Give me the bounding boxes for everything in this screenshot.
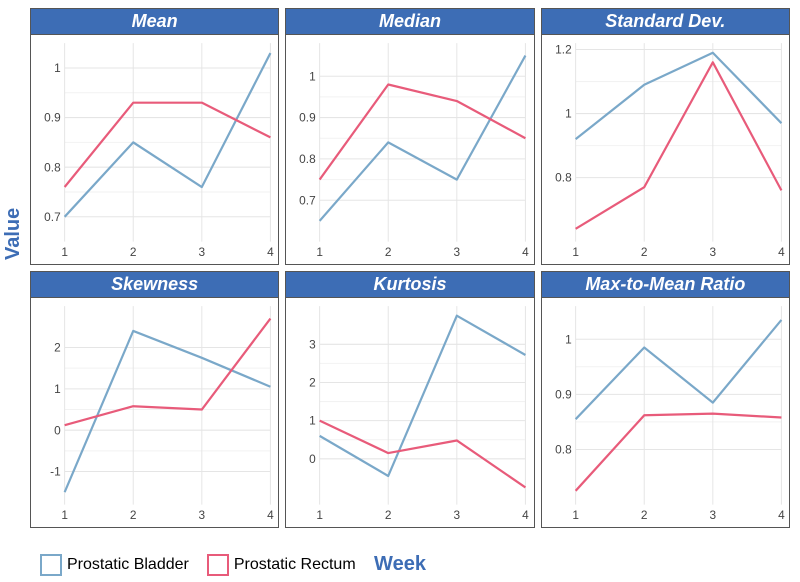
svg-text:2: 2 [130, 508, 137, 522]
svg-text:-1: -1 [50, 464, 61, 478]
chart-panel: Mean 0.7 0.8 0.9 1 1 2 3 4 [30, 8, 279, 265]
svg-text:2: 2 [309, 375, 316, 389]
chart-panel: Kurtosis 0 1 2 3 1 2 3 4 [285, 271, 534, 528]
svg-text:2: 2 [641, 245, 648, 259]
panel-grid: Mean0.70.80.911234Median0.70.80.911234St… [30, 8, 790, 528]
svg-text:3: 3 [454, 245, 461, 259]
svg-text:1: 1 [54, 382, 61, 396]
svg-text:0: 0 [309, 452, 316, 466]
svg-text:2: 2 [385, 508, 392, 522]
svg-text:2: 2 [54, 340, 61, 354]
plot-area: 0.7 0.8 0.9 1 1 2 3 4 [286, 35, 533, 264]
chart-panel: Max-to-Mean Ratio 0.8 0.9 1 1 2 3 4 [541, 271, 790, 528]
svg-text:0.7: 0.7 [44, 210, 61, 224]
svg-text:0.8: 0.8 [555, 171, 572, 185]
svg-text:1: 1 [309, 414, 316, 428]
svg-text:0.9: 0.9 [44, 110, 61, 124]
svg-text:1: 1 [54, 61, 61, 75]
svg-text:4: 4 [778, 508, 785, 522]
chart-panel: Median 0.7 0.8 0.9 1 1 2 3 4 [285, 8, 534, 265]
svg-text:0: 0 [54, 423, 61, 437]
svg-text:3: 3 [709, 245, 716, 259]
legend-item-rectum: Prostatic Rectum [207, 554, 356, 576]
legend-swatch-bladder [40, 554, 62, 576]
svg-text:1: 1 [565, 332, 572, 346]
svg-text:2: 2 [385, 245, 392, 259]
svg-text:3: 3 [199, 245, 206, 259]
svg-text:3: 3 [454, 508, 461, 522]
panel-title: Median [286, 9, 533, 35]
svg-text:1: 1 [61, 508, 68, 522]
svg-text:0.8: 0.8 [555, 442, 572, 456]
svg-text:1: 1 [565, 106, 572, 120]
legend-label-bladder: Prostatic Bladder [67, 556, 189, 574]
svg-text:1.2: 1.2 [555, 42, 572, 56]
plot-area: 0.8 0.9 1 1 2 3 4 [542, 298, 789, 527]
svg-text:0.8: 0.8 [44, 160, 61, 174]
svg-text:0.9: 0.9 [300, 110, 317, 124]
legend-label-rectum: Prostatic Rectum [234, 556, 356, 574]
panel-title: Kurtosis [286, 272, 533, 298]
legend-item-bladder: Prostatic Bladder [40, 554, 189, 576]
svg-text:3: 3 [199, 508, 206, 522]
plot-area: 0.8 1 1.2 1 2 3 4 [542, 35, 789, 264]
x-axis-label: Week [374, 553, 426, 576]
svg-text:4: 4 [267, 245, 274, 259]
svg-text:1: 1 [317, 508, 324, 522]
svg-text:0.9: 0.9 [555, 387, 572, 401]
panel-title: Max-to-Mean Ratio [542, 272, 789, 298]
panel-title: Mean [31, 9, 278, 35]
chart-panel: Skewness -1 0 1 2 1 2 3 4 [30, 271, 279, 528]
svg-text:4: 4 [267, 508, 274, 522]
svg-text:4: 4 [522, 508, 529, 522]
svg-text:1: 1 [572, 245, 579, 259]
svg-text:1: 1 [309, 69, 316, 83]
svg-text:3: 3 [709, 508, 716, 522]
panel-title: Standard Dev. [542, 9, 789, 35]
svg-text:0.8: 0.8 [300, 152, 317, 166]
svg-text:0.7: 0.7 [300, 193, 317, 207]
plot-area: 0.7 0.8 0.9 1 1 2 3 4 [31, 35, 278, 264]
y-axis-label: Value [2, 208, 25, 260]
legend-swatch-rectum [207, 554, 229, 576]
svg-text:4: 4 [778, 245, 785, 259]
svg-text:2: 2 [641, 508, 648, 522]
svg-text:2: 2 [130, 245, 137, 259]
plot-area: -1 0 1 2 1 2 3 4 [31, 298, 278, 527]
panel-title: Skewness [31, 272, 278, 298]
svg-text:1: 1 [572, 508, 579, 522]
svg-text:4: 4 [522, 245, 529, 259]
svg-text:3: 3 [309, 337, 316, 351]
chart-panel: Standard Dev. 0.8 1 1.2 1 2 3 4 [541, 8, 790, 265]
svg-text:1: 1 [61, 245, 68, 259]
plot-area: 0 1 2 3 1 2 3 4 [286, 298, 533, 527]
svg-text:1: 1 [317, 245, 324, 259]
legend: Prostatic Bladder Prostatic Rectum [40, 554, 356, 576]
